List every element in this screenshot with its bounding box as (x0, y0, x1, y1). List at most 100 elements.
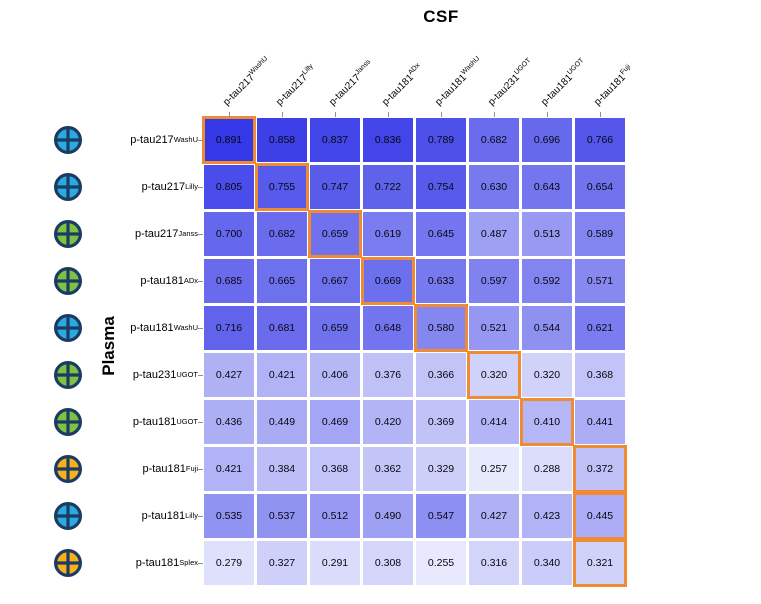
heatmap-cell: 0.722 (363, 165, 413, 209)
heatmap-cell: 0.755 (255, 163, 309, 211)
target-marker-icon-blue (53, 501, 83, 531)
heatmap-cell: 0.837 (310, 118, 360, 162)
heatmap-cell: 0.327 (257, 541, 307, 585)
heatmap-cell: 0.316 (469, 541, 519, 585)
column-tick (388, 112, 389, 117)
heatmap-cell: 0.362 (363, 447, 413, 491)
row-tick (198, 516, 203, 517)
heatmap-cell: 0.630 (469, 165, 519, 209)
target-marker-icon-orange (53, 548, 83, 578)
heatmap-cell: 0.414 (469, 400, 519, 444)
target-marker-icon-green (53, 266, 83, 296)
heatmap-cell: 0.621 (575, 306, 625, 350)
heatmap-cell: 0.436 (204, 400, 254, 444)
heatmap-cell: 0.320 (467, 351, 521, 399)
heatmap-cell: 0.421 (204, 447, 254, 491)
row-tick (198, 563, 203, 564)
target-marker-icon-green (53, 360, 83, 390)
heatmap-cell: 0.449 (257, 400, 307, 444)
heatmap-cell: 0.654 (575, 165, 625, 209)
heatmap-cell: 0.490 (363, 494, 413, 538)
heatmap-cell: 0.858 (257, 118, 307, 162)
csf-column-label: p-tau181Fuji (592, 63, 633, 108)
heatmap-cell: 0.667 (310, 259, 360, 303)
column-tick (494, 112, 495, 117)
row-tick (198, 469, 203, 470)
plasma-row-label: p-tau217 Lilly (141, 181, 198, 193)
target-marker-icon-blue (53, 172, 83, 202)
heatmap-cell: 0.633 (416, 259, 466, 303)
heatmap-cell: 0.427 (469, 494, 519, 538)
plasma-row-label: p-tau181 WashU (130, 322, 198, 334)
plasma-row-label: p-tau181 Splex (135, 557, 198, 569)
row-tick (198, 281, 203, 282)
heatmap-cell: 0.368 (310, 447, 360, 491)
heatmap-cell: 0.789 (416, 118, 466, 162)
heatmap-cell: 0.368 (575, 353, 625, 397)
heatmap-cell: 0.681 (257, 306, 307, 350)
heatmap-cell: 0.891 (202, 116, 256, 164)
heatmap-cell: 0.589 (575, 212, 625, 256)
heatmap-cell: 0.682 (469, 118, 519, 162)
csf-column-label: p-tau181ADx (380, 62, 422, 108)
plasma-row-label: p-tau181 Fuji (142, 463, 198, 475)
heatmap-cell: 0.320 (522, 353, 572, 397)
heatmap-cell: 0.659 (308, 210, 362, 258)
column-tick (547, 112, 548, 117)
plasma-row-label: p-tau217 Janss (134, 228, 198, 240)
row-tick (198, 328, 203, 329)
heatmap-cell: 0.659 (310, 306, 360, 350)
row-tick (198, 375, 203, 376)
row-tick (198, 234, 203, 235)
heatmap-cell: 0.669 (361, 257, 415, 305)
csf-column-labels: p-tau217WashU p-tau217Lilly p-tau217Janss p… (204, 0, 634, 112)
heatmap-cell: 0.384 (257, 447, 307, 491)
heatmap-cell: 0.366 (416, 353, 466, 397)
heatmap-cell: 0.544 (522, 306, 572, 350)
heatmap-cell: 0.257 (469, 447, 519, 491)
heatmap-cell: 0.747 (310, 165, 360, 209)
heatmap-cell: 0.537 (257, 494, 307, 538)
heatmap-cell: 0.308 (363, 541, 413, 585)
plasma-row-label: p-tau181 UGOT (132, 416, 198, 428)
plasma-row-label: p-tau231 UGOT (132, 369, 198, 381)
heatmap-cell: 0.665 (257, 259, 307, 303)
heatmap-cell: 0.547 (416, 494, 466, 538)
csf-column-label: p-tau181WashU (433, 55, 482, 108)
heatmap-cell: 0.645 (416, 212, 466, 256)
heatmap-cell: 0.696 (522, 118, 572, 162)
heatmap-cell: 0.423 (522, 494, 572, 538)
target-marker-icon-orange (53, 454, 83, 484)
heatmap-cell: 0.682 (257, 212, 307, 256)
heatmap-cell: 0.372 (573, 445, 627, 493)
heatmap-cell: 0.592 (522, 259, 572, 303)
plasma-row-label: p-tau181 ADx (140, 275, 198, 287)
heatmap-cell: 0.291 (310, 541, 360, 585)
heatmap-cell: 0.369 (416, 400, 466, 444)
column-tick (282, 112, 283, 117)
heatmap-cell: 0.469 (310, 400, 360, 444)
heatmap-cell: 0.340 (522, 541, 572, 585)
heatmap-cell: 0.648 (363, 306, 413, 350)
heatmap-cell: 0.445 (573, 492, 627, 540)
column-tick (441, 112, 442, 117)
heatmap-cell: 0.685 (204, 259, 254, 303)
heatmap-cell: 0.279 (204, 541, 254, 585)
plasma-row-label: p-tau181 Lilly (141, 510, 198, 522)
heatmap-cell: 0.376 (363, 353, 413, 397)
heatmap-cell: 0.716 (204, 306, 254, 350)
heatmap-cell: 0.329 (416, 447, 466, 491)
heatmap-cell: 0.487 (469, 212, 519, 256)
heatmap-cell: 0.406 (310, 353, 360, 397)
csf-column-label: p-tau217Janss (327, 58, 373, 108)
column-tick (335, 112, 336, 117)
heatmap-cell: 0.597 (469, 259, 519, 303)
heatmap-cell: 0.321 (573, 539, 627, 587)
target-marker-icon-green (53, 407, 83, 437)
target-marker-icon-blue (53, 125, 83, 155)
target-marker-icon-blue (53, 313, 83, 343)
heatmap-cell: 0.571 (575, 259, 625, 303)
row-tick (198, 140, 203, 141)
row-tick (198, 422, 203, 423)
heatmap-cell: 0.643 (522, 165, 572, 209)
